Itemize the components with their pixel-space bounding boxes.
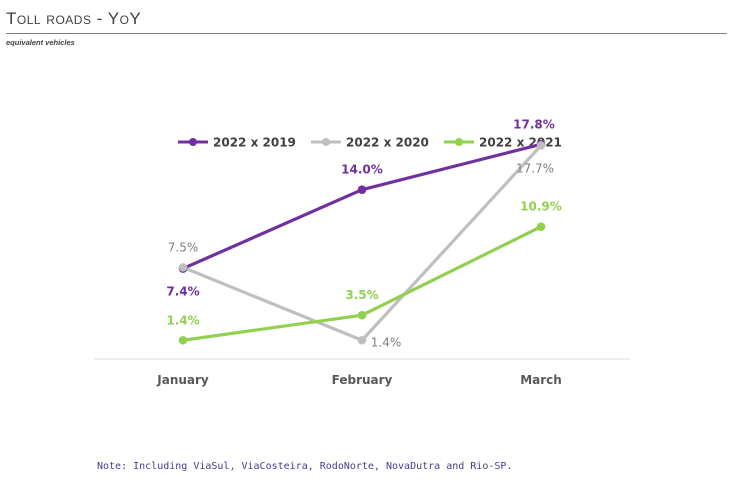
data-label: 1.4% [166,313,199,327]
data-point [357,335,367,345]
data-point [357,185,367,194]
legend-marker [189,138,197,146]
data-point [178,335,188,345]
data-point [536,141,546,150]
data-label: 7.5% [168,240,199,254]
data-label: 17.8% [513,117,555,131]
x-tick-label: January [156,373,209,387]
header-divider [6,33,727,34]
legend-marker [455,138,463,146]
page-subtitle: equivalent vehicles [6,38,75,47]
legend-label: 2022 x 2021 [479,136,562,150]
legend-label: 2022 x 2020 [346,136,429,150]
data-point [178,263,188,272]
data-label: 1.4% [371,335,402,349]
x-tick-label: February [332,373,393,387]
data-label: 7.4% [166,285,199,299]
data-point [357,310,367,320]
data-label: 14.0% [341,163,383,177]
x-tick-label: March [520,373,562,387]
data-point [536,222,546,232]
data-label: 10.9% [520,200,562,214]
page-title: Toll roads - YoY [6,9,142,28]
data-label: 17.7% [516,161,554,175]
footnote: Note: Including ViaSul, ViaCosteira, Rod… [97,461,513,472]
legend-marker [322,138,330,146]
data-label: 3.5% [345,288,378,302]
legend-label: 2022 x 2019 [213,136,296,150]
